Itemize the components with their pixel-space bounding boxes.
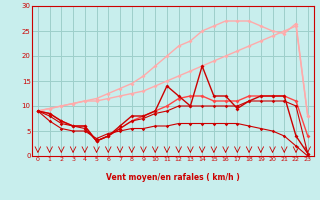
X-axis label: Vent moyen/en rafales ( km/h ): Vent moyen/en rafales ( km/h ) xyxy=(106,173,240,182)
